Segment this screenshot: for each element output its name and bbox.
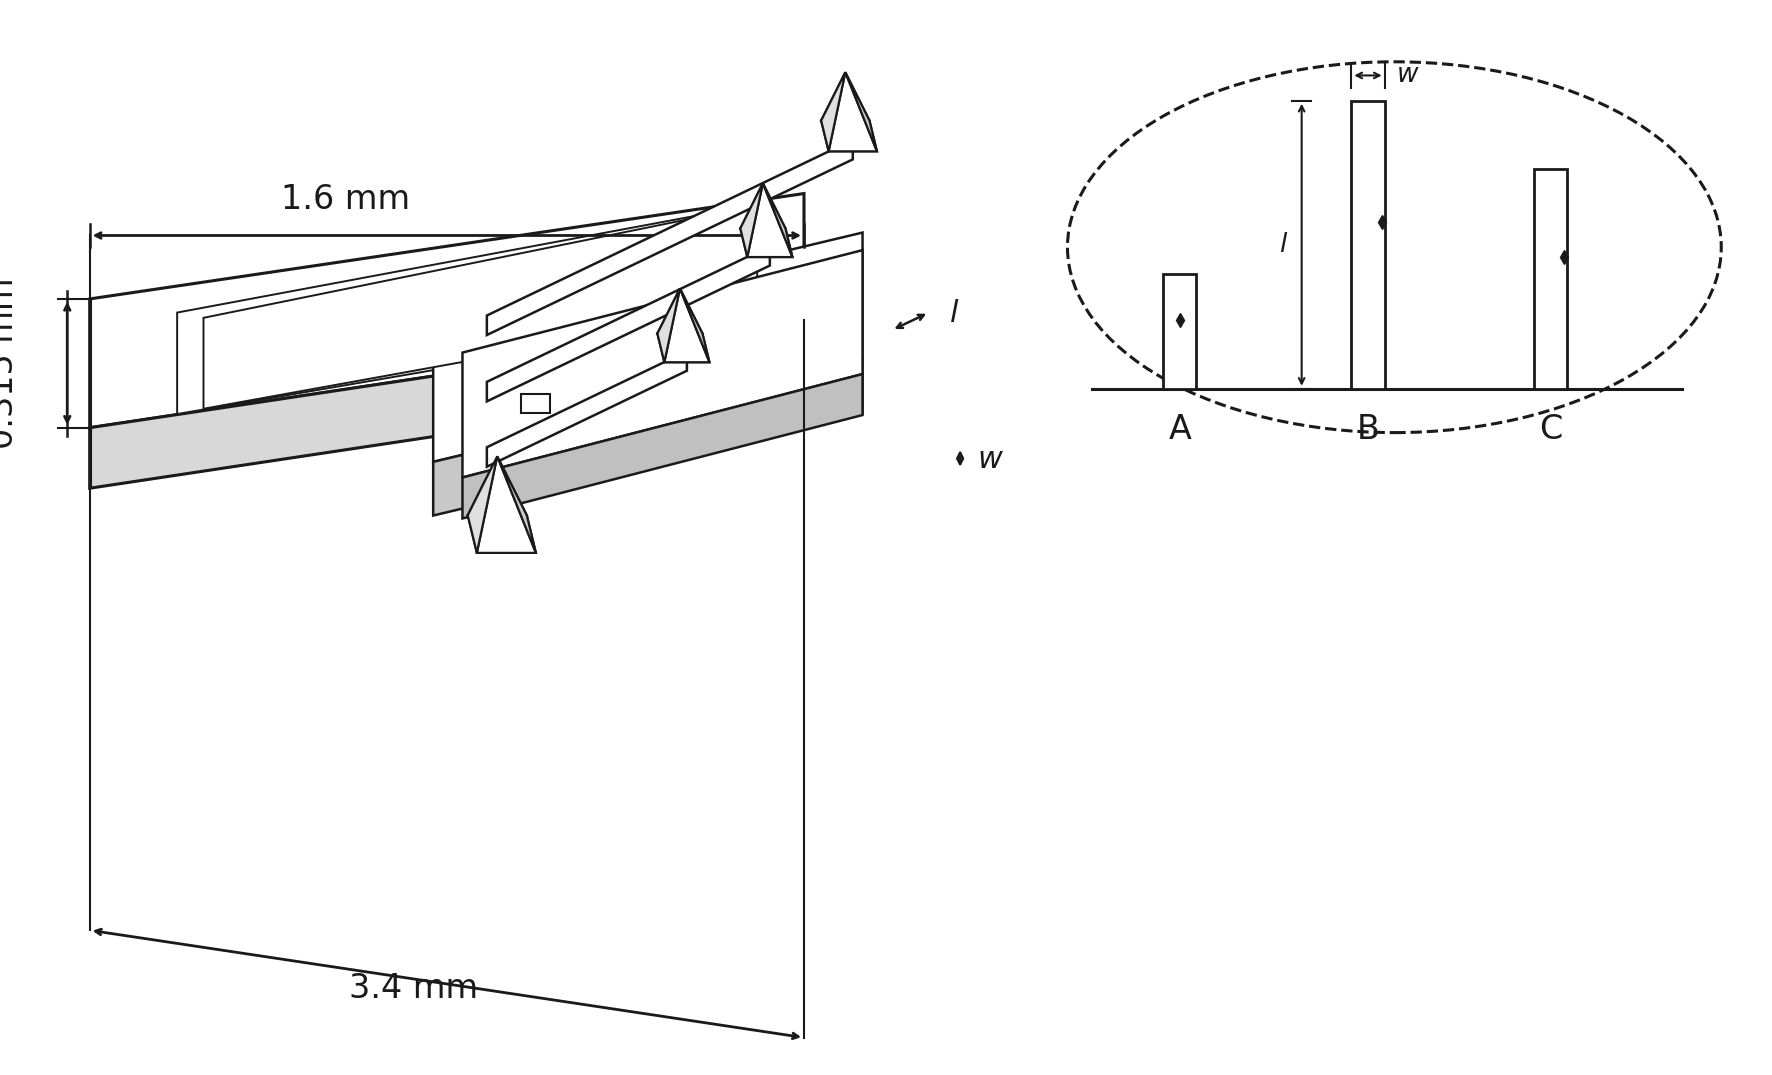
Ellipse shape — [1067, 61, 1721, 432]
Polygon shape — [748, 183, 792, 257]
Text: 0.315 mm: 0.315 mm — [0, 277, 19, 449]
Polygon shape — [462, 374, 863, 518]
Text: A: A — [1168, 413, 1191, 446]
Polygon shape — [657, 288, 680, 362]
Text: C: C — [1538, 413, 1563, 446]
Polygon shape — [829, 72, 877, 152]
Polygon shape — [90, 320, 804, 488]
Polygon shape — [477, 456, 535, 553]
Text: 3.4 mm: 3.4 mm — [349, 972, 478, 1005]
Polygon shape — [498, 456, 535, 553]
Polygon shape — [657, 288, 702, 333]
Polygon shape — [468, 456, 526, 515]
Text: w: w — [1396, 62, 1418, 88]
Polygon shape — [820, 72, 845, 152]
Text: l: l — [1279, 232, 1286, 258]
Polygon shape — [845, 72, 877, 152]
Polygon shape — [1162, 273, 1196, 389]
Polygon shape — [204, 205, 757, 408]
Polygon shape — [741, 228, 792, 257]
Text: l: l — [950, 299, 959, 328]
Polygon shape — [90, 194, 804, 428]
Polygon shape — [521, 393, 551, 413]
Text: B: B — [1357, 413, 1379, 446]
Polygon shape — [487, 352, 688, 467]
Polygon shape — [664, 288, 709, 362]
Polygon shape — [487, 246, 769, 401]
Polygon shape — [462, 250, 863, 477]
Polygon shape — [177, 202, 771, 414]
Text: 1.6 mm: 1.6 mm — [280, 183, 409, 216]
Polygon shape — [468, 515, 535, 553]
Polygon shape — [820, 120, 877, 152]
Polygon shape — [487, 140, 852, 335]
Polygon shape — [468, 456, 498, 553]
Polygon shape — [432, 359, 863, 516]
Polygon shape — [820, 72, 870, 120]
Polygon shape — [657, 333, 709, 362]
Polygon shape — [432, 232, 863, 462]
Polygon shape — [764, 183, 792, 257]
Polygon shape — [741, 183, 764, 257]
Polygon shape — [1535, 169, 1566, 389]
Polygon shape — [1352, 101, 1384, 389]
Polygon shape — [680, 288, 709, 362]
Polygon shape — [741, 183, 785, 228]
Text: w: w — [978, 445, 1003, 474]
